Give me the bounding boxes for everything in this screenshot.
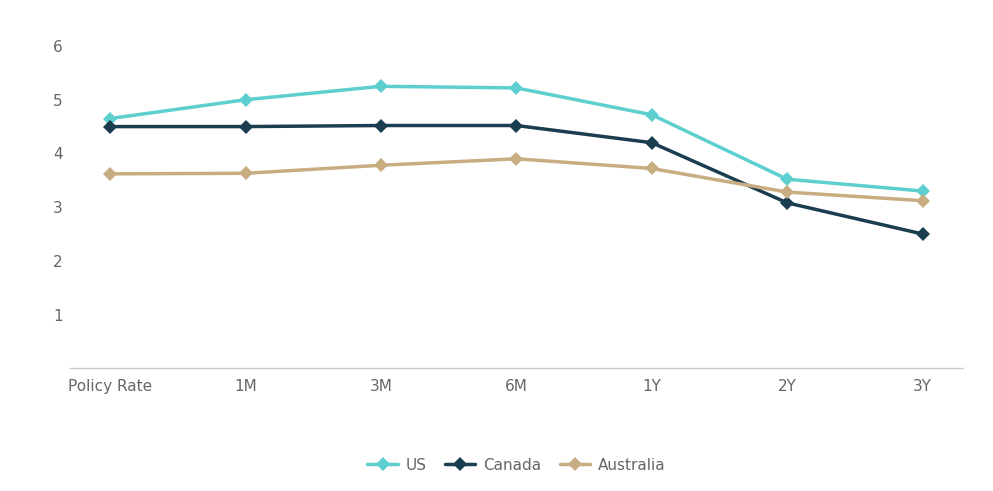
Australia <box>645 165 657 171</box>
Line: Australia: Australia <box>105 154 927 206</box>
Line: US: US <box>105 82 927 196</box>
US <box>645 112 657 118</box>
Legend: US, Canada, Australia: US, Canada, Australia <box>361 452 671 479</box>
US <box>510 85 522 91</box>
US <box>917 188 928 194</box>
US <box>104 115 116 121</box>
Canada <box>645 140 657 146</box>
Canada <box>239 124 251 130</box>
Canada <box>917 231 928 237</box>
US <box>375 83 387 89</box>
US <box>781 176 793 182</box>
Australia <box>917 198 928 204</box>
Canada <box>375 123 387 129</box>
US <box>239 97 251 103</box>
Australia <box>104 171 116 177</box>
Australia <box>239 170 251 176</box>
Canada <box>104 124 116 130</box>
Canada <box>781 200 793 206</box>
Australia <box>781 189 793 195</box>
Australia <box>375 163 387 168</box>
Line: Canada: Canada <box>105 121 927 239</box>
Australia <box>510 156 522 162</box>
Canada <box>510 123 522 129</box>
